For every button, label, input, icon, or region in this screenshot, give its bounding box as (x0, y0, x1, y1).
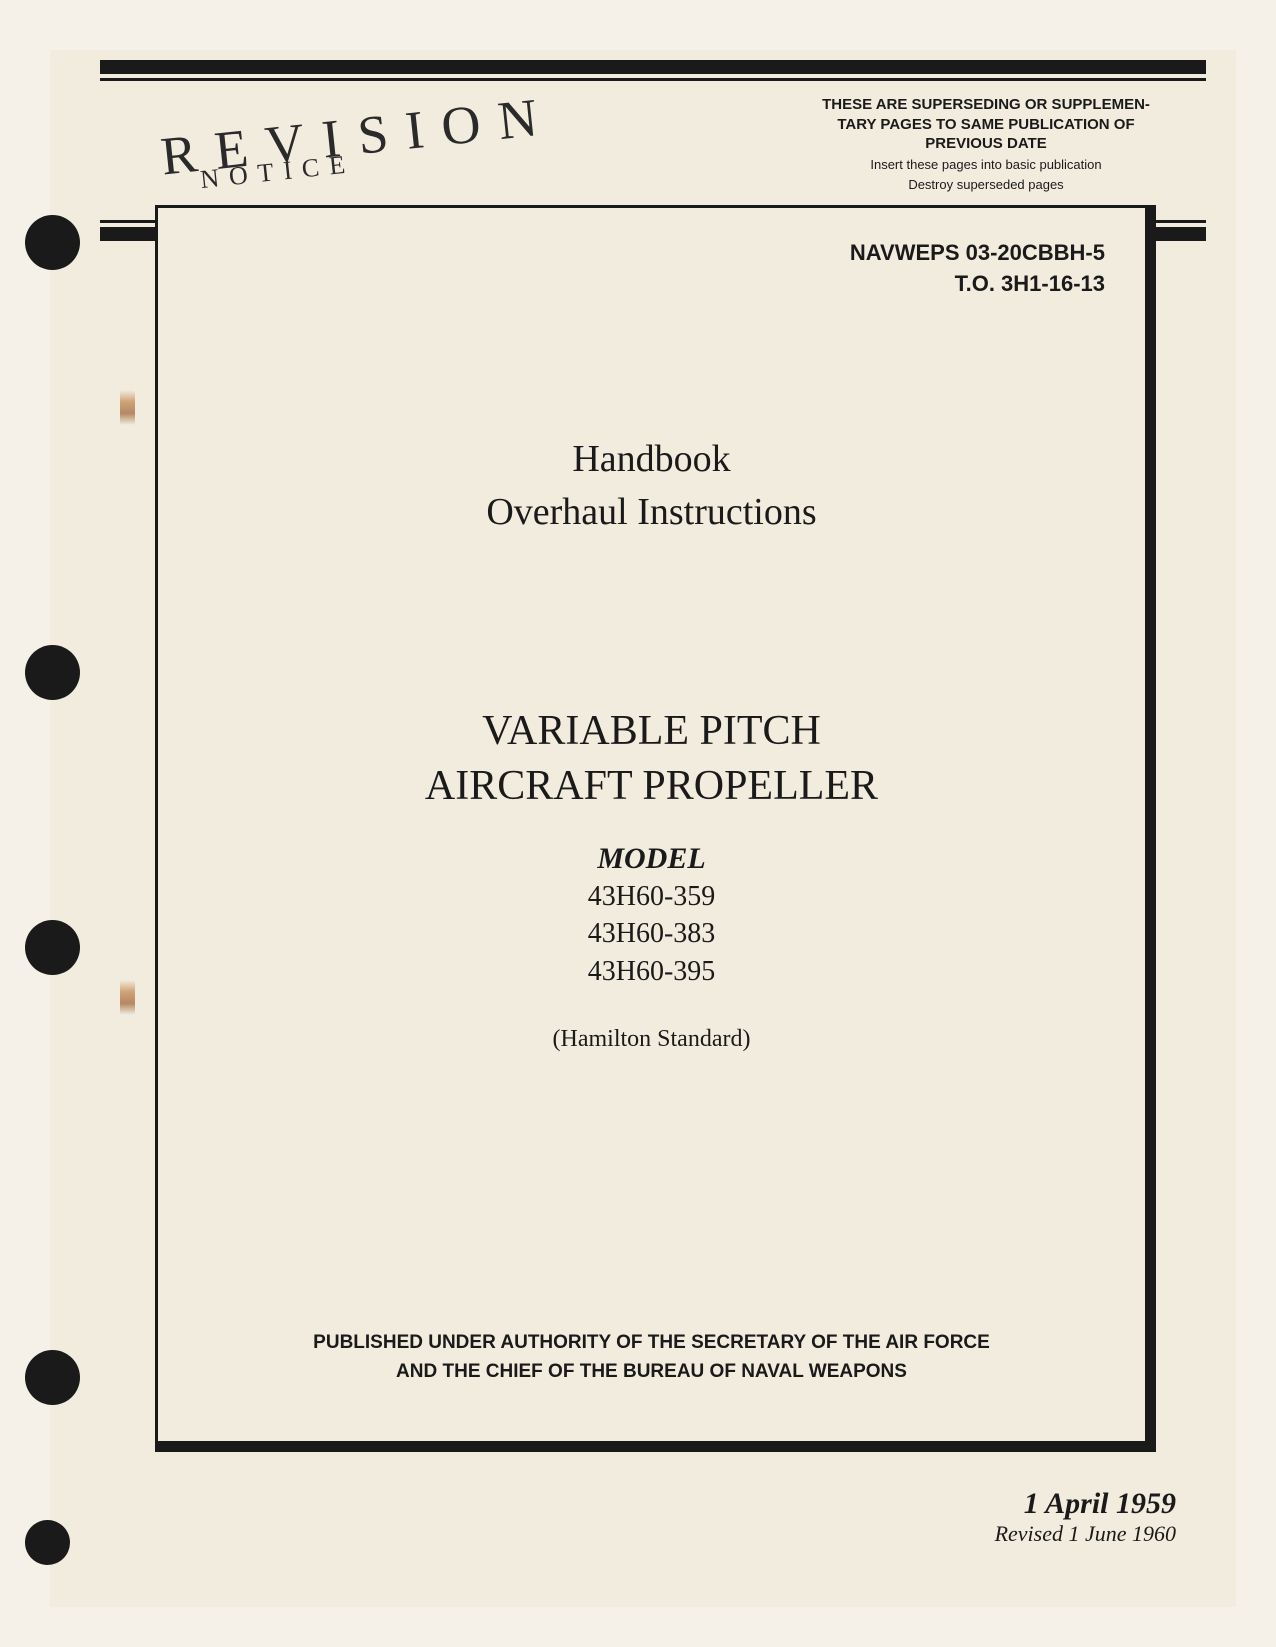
document-page: REVISION NOTICE THESE ARE SUPERSEDING OR… (50, 50, 1236, 1607)
handbook-label: Handbook (158, 433, 1145, 486)
revision-date: Revised 1 June 1960 (995, 1521, 1176, 1547)
header-row: REVISION NOTICE THESE ARE SUPERSEDING OR… (100, 95, 1206, 194)
to-number: T.O. 3H1-16-13 (850, 269, 1105, 300)
navweps-number: NAVWEPS 03-20CBBH-5 (850, 238, 1105, 269)
authority-line: PUBLISHED UNDER AUTHORITY OF THE SECRETA… (158, 1329, 1145, 1358)
horizontal-rule-thick (100, 60, 1206, 74)
supersede-line: THESE ARE SUPERSEDING OR SUPPLEMEN- (766, 95, 1206, 115)
overhaul-label: Overhaul Instructions (158, 486, 1145, 539)
main-title-line1: VARIABLE PITCH (158, 704, 1145, 759)
punch-hole-icon (25, 1520, 70, 1565)
punch-hole-icon (25, 1350, 80, 1405)
model-label: MODEL (158, 842, 1145, 876)
supersede-line: PREVIOUS DATE (766, 134, 1206, 154)
document-numbers: NAVWEPS 03-20CBBH-5 T.O. 3H1-16-13 (850, 238, 1105, 300)
model-number: 43H60-383 (158, 915, 1145, 953)
revision-notice-stamp: REVISION NOTICE (100, 95, 556, 187)
content-frame: NAVWEPS 03-20CBBH-5 T.O. 3H1-16-13 Handb… (155, 205, 1156, 1452)
publication-dates: 1 April 1959 Revised 1 June 1960 (995, 1487, 1176, 1547)
punch-hole-icon (25, 645, 80, 700)
model-number: 43H60-359 (158, 878, 1145, 916)
manufacturer-name: (Hamilton Standard) (158, 1026, 1145, 1053)
title-block: Handbook Overhaul Instructions VARIABLE … (158, 433, 1145, 1053)
rust-mark (120, 980, 135, 1015)
horizontal-rule-thin (100, 78, 1206, 81)
superseding-notice: THESE ARE SUPERSEDING OR SUPPLEMEN- TARY… (766, 95, 1206, 194)
punch-hole-icon (25, 215, 80, 270)
issue-date: 1 April 1959 (995, 1487, 1176, 1521)
model-number: 43H60-395 (158, 953, 1145, 991)
publication-authority: PUBLISHED UNDER AUTHORITY OF THE SECRETA… (158, 1329, 1145, 1386)
rust-mark (120, 390, 135, 425)
punch-hole-icon (25, 920, 80, 975)
supersede-line: TARY PAGES TO SAME PUBLICATION OF (766, 115, 1206, 135)
supersede-line: Destroy superseded pages (766, 176, 1206, 194)
main-title-line2: AIRCRAFT PROPELLER (158, 759, 1145, 814)
supersede-line: Insert these pages into basic publicatio… (766, 156, 1206, 174)
authority-line: AND THE CHIEF OF THE BUREAU OF NAVAL WEA… (158, 1358, 1145, 1387)
